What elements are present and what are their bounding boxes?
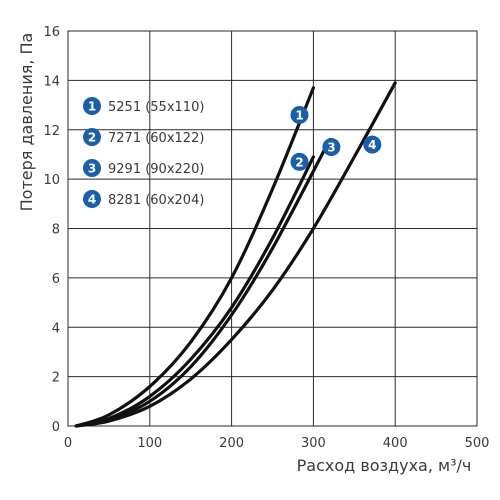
x-axis-title: Расход воздуха, м³/ч <box>297 456 472 475</box>
grid <box>67 30 478 427</box>
x-tick-label: 200 <box>219 436 244 451</box>
y-tick-label: 16 <box>43 25 60 40</box>
badge-circle <box>290 105 309 124</box>
badge-number: 4 <box>88 193 96 207</box>
series-line-4 <box>74 81 397 428</box>
y-tick-label: 12 <box>43 124 60 139</box>
plot-frame <box>67 30 478 427</box>
badge-number: 2 <box>88 131 96 145</box>
y-tick-label: 0 <box>52 420 60 435</box>
curve-badge-4: 4 <box>363 135 382 154</box>
x-tick-label: 300 <box>301 436 326 451</box>
x-tick-label: 0 <box>64 436 72 451</box>
badge-circle <box>363 135 382 154</box>
badge-circle <box>83 97 101 115</box>
curve-labels: 1 2 3 4 <box>290 105 382 171</box>
badge-number: 2 <box>295 155 303 169</box>
y-tick-label: 2 <box>52 371 60 386</box>
badge-circle <box>83 128 101 146</box>
y-tick-label: 6 <box>52 272 60 287</box>
series-curves <box>74 81 397 428</box>
badge-circle <box>290 152 309 171</box>
legend-badge-2: 2 <box>83 128 101 146</box>
legend-badge-1: 1 <box>83 97 101 115</box>
legend-label-3: 9291 (90x220) <box>108 162 204 177</box>
legend-badge-3: 3 <box>83 159 101 177</box>
x-tick-label: 400 <box>383 436 408 451</box>
series-line-1 <box>74 86 315 428</box>
legend-label-1: 5251 (55x110) <box>108 100 204 115</box>
badge-circle <box>83 190 101 208</box>
legend-badge-4: 4 <box>83 190 101 208</box>
legend-label-2: 7271 (60x122) <box>108 131 204 146</box>
curve-badge-2: 2 <box>290 152 309 171</box>
series-line-3 <box>74 138 332 428</box>
y-tick-labels: 0 2 4 6 8 10 12 14 16 <box>43 25 60 435</box>
badge-circle <box>322 138 341 157</box>
badge-number: 4 <box>368 138 376 152</box>
badge-number: 1 <box>88 100 96 114</box>
y-tick-label: 14 <box>43 74 60 89</box>
curve-badge-1: 1 <box>290 105 309 124</box>
x-tick-label: 500 <box>465 436 490 451</box>
badge-number: 3 <box>327 141 335 155</box>
y-tick-label: 8 <box>52 223 60 238</box>
x-tick-labels: 0 100 200 300 400 500 <box>64 436 490 451</box>
y-tick-label: 4 <box>52 321 60 336</box>
badge-number: 1 <box>295 108 303 122</box>
y-axis-title: Потеря давления, Па <box>17 33 36 212</box>
badge-number: 3 <box>88 162 96 176</box>
x-tick-label: 100 <box>137 436 162 451</box>
y-tick-label: 10 <box>43 173 60 188</box>
legend: 1 5251 (55x110) 2 7271 (60x122) 3 9291 (90x22… <box>83 97 204 208</box>
legend-label-4: 8281 (60x204) <box>108 193 204 208</box>
badge-circle <box>83 159 101 177</box>
curve-badge-3: 3 <box>322 138 341 157</box>
